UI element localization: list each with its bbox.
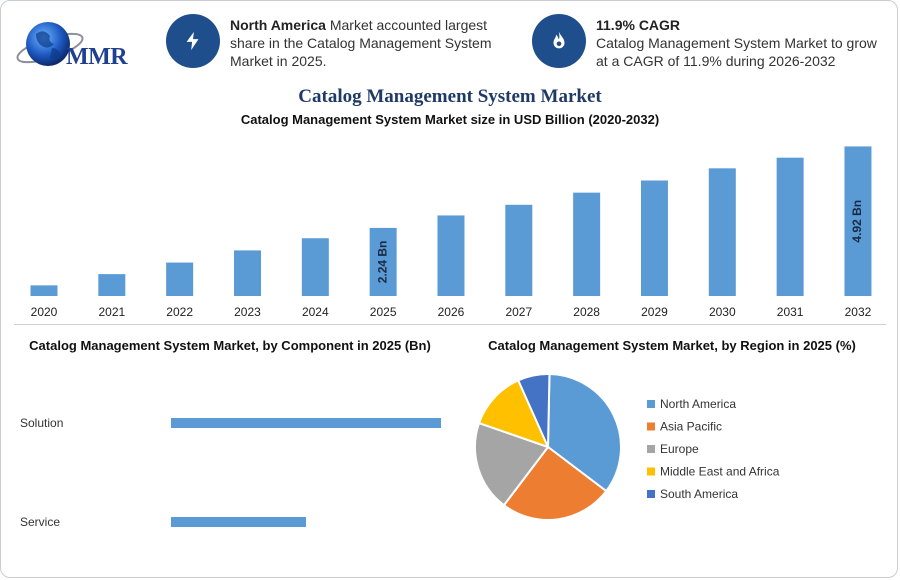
pie-slice	[546, 372, 622, 493]
legend-swatch	[647, 467, 655, 476]
x-tick-label: 2022	[166, 305, 193, 319]
lightning-icon	[166, 14, 220, 68]
bar-2031	[776, 157, 804, 296]
main-title: Catalog Management System Market	[298, 86, 602, 107]
bar-2028	[573, 192, 601, 296]
x-tick-label: 2024	[302, 305, 329, 319]
component-bar-chart: Solution Service	[20, 416, 441, 529]
info-card-north-america: North America Market accounted largest s…	[230, 16, 500, 70]
legend-swatch	[647, 445, 655, 453]
legend-swatch	[647, 400, 655, 408]
legend-swatch	[647, 490, 655, 498]
x-tick-label: 2030	[709, 305, 736, 319]
data-label: 4.92 Bn	[850, 200, 864, 243]
hbar-solution	[171, 418, 441, 428]
pie-slice	[474, 421, 550, 507]
region-pie-chart: North America Asia Pacific Europe Middle Ea…	[474, 372, 780, 521]
legend-label: Middle East and Africa	[660, 465, 780, 479]
info-card-text: Market accounted largest share in the Ca…	[230, 17, 492, 69]
bar-2024	[301, 238, 329, 296]
x-tick-label: 2029	[641, 305, 668, 319]
x-tick-label: 2021	[98, 305, 125, 319]
pie-slice	[477, 379, 550, 449]
category-label: Service	[20, 515, 60, 529]
x-tick-label: 2027	[505, 305, 532, 319]
info-card-text: Catalog Management System Market to grow…	[596, 35, 877, 69]
legend-swatch	[647, 422, 655, 431]
pie-slice	[516, 373, 551, 448]
bar-2021	[98, 274, 126, 296]
pie-slice	[502, 445, 608, 521]
x-tick-label: 2023	[234, 305, 261, 319]
x-tick-label: 2032	[845, 305, 872, 319]
info-card-title: 11.9% CAGR	[596, 17, 681, 33]
bar-2026	[437, 215, 465, 296]
x-tick-label: 2031	[777, 305, 804, 319]
hbar-service	[171, 517, 306, 527]
bar-2020	[30, 285, 58, 296]
mmr-logo	[16, 22, 84, 66]
bar-2029	[640, 180, 668, 296]
legend-label: Europe	[660, 442, 699, 456]
bar-2030	[708, 168, 736, 296]
info-card-title: North America	[230, 17, 326, 33]
market-size-bar-chart: 2020 2021 2022 2023 2024 2025 2026 2027 2028 2029…	[30, 146, 872, 319]
x-tick-label: 2025	[370, 305, 397, 319]
legend-label: South America	[660, 487, 738, 501]
legend-label: Asia Pacific	[660, 420, 722, 434]
bar-2023	[233, 250, 261, 296]
bar-2027	[505, 204, 533, 296]
bar-2025	[369, 227, 397, 296]
x-tick-label: 2028	[573, 305, 600, 319]
component-chart-title: Catalog Management System Market, by Com…	[29, 338, 431, 353]
legend-label: North America	[660, 397, 736, 411]
bar-2032	[844, 146, 872, 296]
region-chart-title: Catalog Management System Market, by Reg…	[488, 338, 856, 353]
category-label: Solution	[20, 416, 63, 430]
data-label: 2.24 Bn	[375, 241, 389, 284]
flame-icon	[532, 14, 586, 68]
info-card-cagr: 11.9% CAGR Catalog Management System Mar…	[596, 16, 886, 70]
x-tick-label: 2026	[438, 305, 465, 319]
bar-chart-title: Catalog Management System Market size in…	[240, 112, 660, 127]
bar-2022	[166, 262, 194, 296]
logo-text: MMR	[66, 44, 128, 70]
x-tick-label: 2020	[31, 305, 58, 319]
section-divider	[14, 324, 886, 325]
